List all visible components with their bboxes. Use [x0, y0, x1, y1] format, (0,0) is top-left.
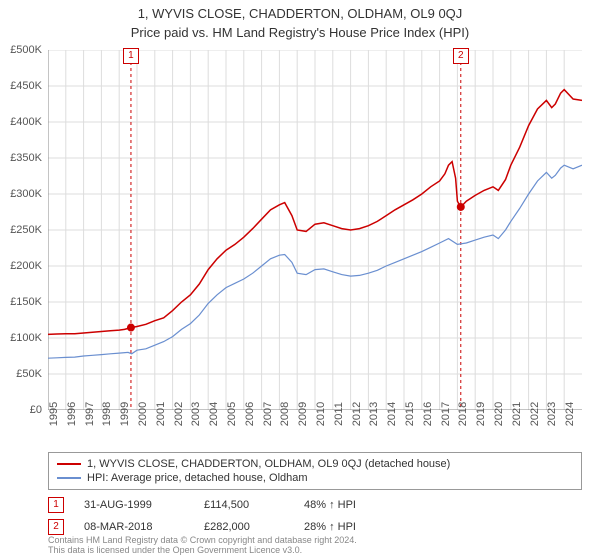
sale-events: 1 31-AUG-1999 £114,500 48% ↑ HPI 2 08-MA…: [48, 494, 384, 538]
x-axis-label: 1995: [48, 402, 60, 426]
x-axis-label: 2013: [368, 402, 380, 426]
y-axis-label: £350K: [0, 152, 42, 164]
x-axis-label: 1997: [84, 402, 96, 426]
x-axis-label: 2020: [493, 402, 505, 426]
x-axis-label: 2007: [262, 402, 274, 426]
x-axis-label: 2002: [173, 402, 185, 426]
x-axis-label: 1998: [101, 402, 113, 426]
chart-area: £0£50K£100K£150K£200K£250K£300K£350K£400…: [48, 50, 582, 410]
x-axis-label: 2008: [279, 402, 291, 426]
sale-hpi-1: 48% ↑ HPI: [304, 499, 384, 511]
legend-swatch-1: [57, 463, 81, 465]
footer-attribution: Contains HM Land Registry data © Crown c…: [48, 536, 357, 556]
y-axis-label: £100K: [0, 332, 42, 344]
x-axis-label: 2015: [404, 402, 416, 426]
x-axis-label: 2010: [315, 402, 327, 426]
legend-row-1: 1, WYVIS CLOSE, CHADDERTON, OLDHAM, OL9 …: [57, 457, 573, 471]
y-axis-label: £250K: [0, 224, 42, 236]
x-axis-label: 2005: [226, 402, 238, 426]
x-axis-label: 2003: [190, 402, 202, 426]
legend-row-2: HPI: Average price, detached house, Oldh…: [57, 471, 573, 485]
sale-marker-box: 1: [123, 48, 139, 64]
x-axis-label: 2016: [422, 402, 434, 426]
legend-label-1: 1, WYVIS CLOSE, CHADDERTON, OLDHAM, OL9 …: [87, 458, 450, 470]
x-axis-label: 2004: [208, 402, 220, 426]
sale-marker-2: 2: [48, 519, 64, 535]
x-axis-label: 2000: [137, 402, 149, 426]
x-axis-label: 2012: [351, 402, 363, 426]
x-axis-label: 2022: [529, 402, 541, 426]
chart-container: 1, WYVIS CLOSE, CHADDERTON, OLDHAM, OL9 …: [0, 0, 600, 560]
x-axis-label: 2006: [244, 402, 256, 426]
chart-title-line2: Price paid vs. HM Land Registry's House …: [0, 21, 600, 40]
x-axis-label: 2023: [546, 402, 558, 426]
x-axis-label: 2021: [511, 402, 523, 426]
x-axis-label: 2001: [155, 402, 167, 426]
y-axis-label: £50K: [0, 368, 42, 380]
footer-line2: This data is licensed under the Open Gov…: [48, 546, 357, 556]
sale-marker-box: 2: [453, 48, 469, 64]
sale-price-2: £282,000: [204, 521, 284, 533]
sale-marker-1: 1: [48, 497, 64, 513]
legend-label-2: HPI: Average price, detached house, Oldh…: [87, 472, 308, 484]
y-axis-label: £150K: [0, 296, 42, 308]
y-axis-label: £400K: [0, 116, 42, 128]
x-axis-label: 2011: [333, 402, 345, 426]
legend-swatch-2: [57, 477, 81, 479]
sale-date-2: 08-MAR-2018: [84, 521, 184, 533]
legend: 1, WYVIS CLOSE, CHADDERTON, OLDHAM, OL9 …: [48, 452, 582, 490]
sale-price-1: £114,500: [204, 499, 284, 511]
x-axis-label: 2017: [440, 402, 452, 426]
y-axis-label: £200K: [0, 260, 42, 272]
x-axis-label: 1999: [119, 402, 131, 426]
sale-row: 1 31-AUG-1999 £114,500 48% ↑ HPI: [48, 494, 384, 516]
x-axis-label: 2018: [457, 402, 469, 426]
y-axis-label: £500K: [0, 44, 42, 56]
x-axis-label: 2014: [386, 402, 398, 426]
x-axis-label: 2019: [475, 402, 487, 426]
x-axis-label: 2024: [564, 402, 576, 426]
sale-hpi-2: 28% ↑ HPI: [304, 521, 384, 533]
y-axis-label: £300K: [0, 188, 42, 200]
x-axis-label: 2009: [297, 402, 309, 426]
y-axis-label: £450K: [0, 80, 42, 92]
sale-date-1: 31-AUG-1999: [84, 499, 184, 511]
chart-title-line1: 1, WYVIS CLOSE, CHADDERTON, OLDHAM, OL9 …: [0, 0, 600, 21]
line-chart-svg: [48, 50, 582, 410]
x-axis-label: 1996: [66, 402, 78, 426]
y-axis-label: £0: [0, 404, 42, 416]
